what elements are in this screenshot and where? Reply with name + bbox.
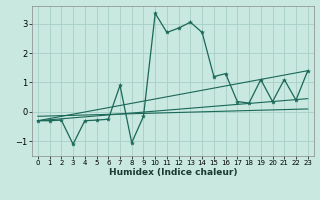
X-axis label: Humidex (Indice chaleur): Humidex (Indice chaleur): [108, 168, 237, 177]
